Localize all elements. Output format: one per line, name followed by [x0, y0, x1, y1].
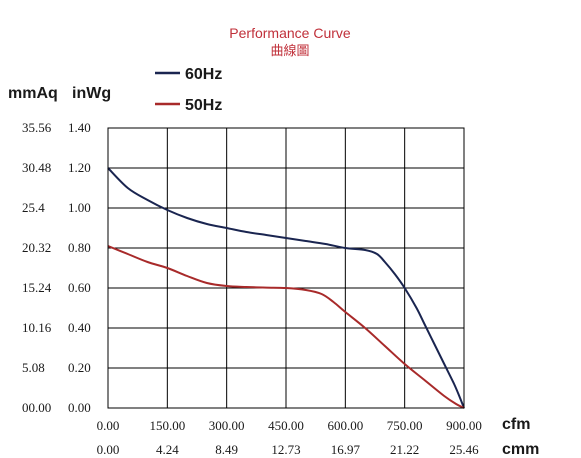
- y-tick-label-secondary: 25.4: [22, 200, 45, 215]
- x-tick-label-secondary: 0.00: [97, 442, 120, 457]
- y-tick-label: 0.00: [68, 400, 91, 415]
- x-tick-label-secondary: 4.24: [156, 442, 179, 457]
- x-unit-bottom: cmm: [502, 441, 539, 458]
- y-tick-label: 0.40: [68, 320, 91, 335]
- x-tick-label: 750.00: [387, 418, 423, 433]
- x-tick-label: 600.00: [327, 418, 363, 433]
- plot-frame: [107, 127, 465, 409]
- x-tick-label-secondary: 21.22: [390, 442, 419, 457]
- legend-label-50hz: 50Hz: [185, 97, 222, 114]
- y-unit-left: mmAq: [8, 85, 58, 102]
- chart-grid: [107, 127, 465, 409]
- x-tick-label-secondary: 25.46: [449, 442, 479, 457]
- y-tick-label-secondary: 20.32: [22, 240, 51, 255]
- series-line-60hz: [107, 167, 465, 409]
- x-tick-label-secondary: 16.97: [331, 442, 361, 457]
- y-tick-label: 0.20: [68, 360, 91, 375]
- x-tick-label: 450.00: [268, 418, 304, 433]
- x-tick-label: 150.00: [149, 418, 185, 433]
- y-tick-label: 0.60: [68, 280, 91, 295]
- y-tick-label: 0.80: [68, 240, 91, 255]
- y-tick-label-secondary: 10.16: [22, 320, 52, 335]
- x-tick-label: 0.00: [97, 418, 120, 433]
- y-tick-label-secondary: 35.56: [22, 120, 52, 135]
- y-tick-label-secondary: 5.08: [22, 360, 45, 375]
- y-tick-label: 1.40: [68, 120, 91, 135]
- legend-label-60hz: 60Hz: [185, 66, 222, 83]
- series-line-50hz: [107, 245, 465, 409]
- x-tick-label: 900.00: [446, 418, 482, 433]
- y-tick-label: 1.00: [68, 200, 91, 215]
- y-tick-label: 1.20: [68, 160, 91, 175]
- y-unit-right: inWg: [72, 85, 111, 102]
- x-tick-label-secondary: 8.49: [215, 442, 238, 457]
- x-tick-label-secondary: 12.73: [271, 442, 300, 457]
- chart-series: [107, 167, 465, 409]
- chart-title: Performance Curve: [229, 25, 351, 41]
- y-tick-label-secondary: 00.00: [22, 400, 51, 415]
- x-unit-top: cfm: [502, 416, 530, 433]
- y-tick-label-secondary: 15.24: [22, 280, 52, 295]
- y-tick-label-secondary: 30.48: [22, 160, 51, 175]
- x-tick-label: 300.00: [209, 418, 245, 433]
- chart-subtitle: 曲線圖: [270, 43, 309, 58]
- chart-ticks: 0.00 0.00 150.00 4.24 300.00 8.49 450.00 12.73 6…: [22, 120, 482, 457]
